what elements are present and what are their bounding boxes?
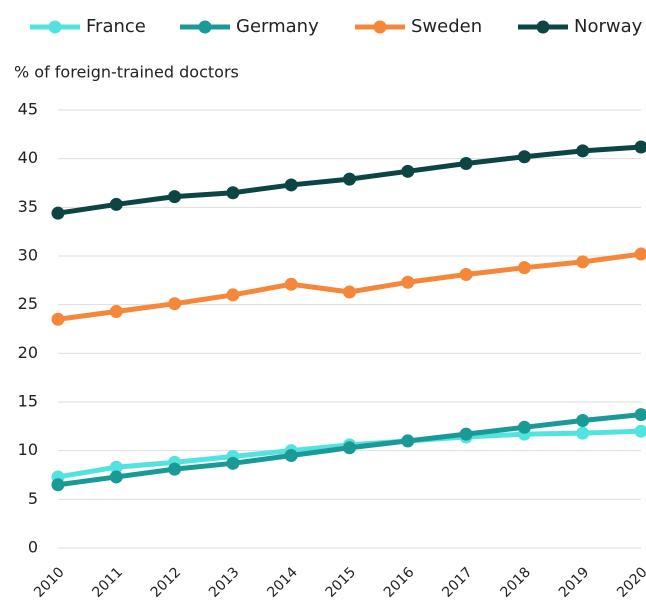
point [109, 304, 123, 318]
y-tick-label: 10 [18, 440, 38, 459]
point [168, 297, 182, 311]
legend-marker [373, 20, 387, 34]
point [634, 140, 646, 154]
point [226, 186, 240, 200]
point [401, 275, 415, 289]
point [284, 449, 298, 463]
legend-label: Norway [574, 16, 643, 37]
point [343, 285, 356, 299]
y-tick-label: 0 [28, 538, 38, 557]
point [401, 434, 415, 448]
point [51, 312, 65, 326]
y-tick-label: 5 [28, 489, 38, 508]
point [634, 424, 646, 438]
point [51, 478, 65, 492]
point [459, 267, 473, 281]
point [343, 172, 356, 186]
x-tick-label: 2020 [614, 564, 646, 601]
point [517, 420, 531, 434]
y-tick-label: 15 [18, 392, 38, 411]
x-tick-label: 2016 [381, 564, 418, 601]
point [576, 413, 590, 427]
x-tick-label: 2018 [498, 564, 535, 601]
y-tick-label: 30 [18, 246, 38, 265]
y-tick-label: 20 [18, 343, 38, 362]
point [634, 247, 646, 261]
point [576, 255, 590, 269]
x-tick-label: 2015 [323, 564, 360, 601]
point [634, 408, 646, 422]
point [284, 277, 298, 291]
legend-label: France [86, 16, 146, 37]
point [51, 206, 65, 220]
point [226, 456, 240, 470]
y-tick-label: 40 [18, 148, 38, 167]
point [226, 288, 240, 302]
point [168, 462, 182, 476]
point [109, 460, 123, 474]
legend-label: Sweden [411, 16, 482, 37]
point [459, 427, 473, 441]
legend-marker [536, 20, 550, 34]
y-tick-label: 45 [18, 100, 38, 119]
legend-label: Germany [236, 16, 319, 37]
x-tick-label: 2011 [89, 564, 126, 601]
legend-marker [198, 20, 212, 34]
y-tick-label: 35 [18, 197, 38, 216]
x-tick-label: 2014 [264, 564, 301, 601]
point [517, 261, 531, 275]
y-axis-label: % of foreign-trained doctors [14, 63, 239, 82]
point [109, 197, 123, 211]
point [401, 164, 415, 178]
point [517, 150, 531, 164]
point [284, 178, 298, 192]
point [168, 190, 182, 204]
x-tick-label: 2012 [148, 564, 185, 601]
point [576, 144, 590, 158]
point [109, 470, 123, 484]
y-tick-label: 25 [18, 294, 38, 313]
point [459, 157, 473, 171]
x-tick-label: 2017 [439, 564, 476, 601]
x-tick-label: 2010 [31, 564, 68, 601]
point [343, 441, 356, 455]
legend-marker [48, 20, 62, 34]
x-tick-label: 2019 [556, 564, 593, 601]
point [576, 426, 590, 440]
x-tick-label: 2013 [206, 564, 243, 601]
